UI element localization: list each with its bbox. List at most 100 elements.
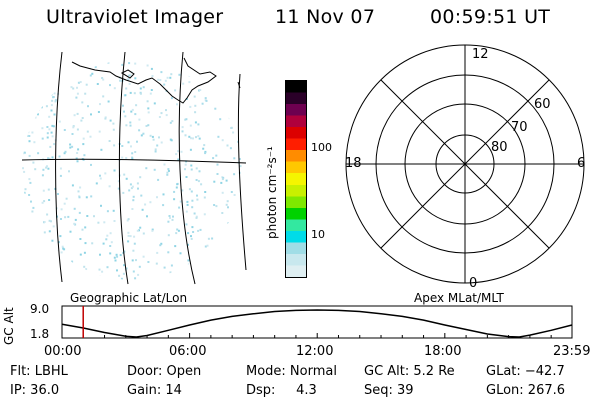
- emission-speckle: [57, 93, 60, 95]
- emission-speckle: [114, 259, 117, 262]
- emission-speckle: [116, 255, 119, 258]
- geographic-caption: Geographic Lat/Lon: [70, 291, 188, 305]
- emission-speckle: [176, 183, 179, 186]
- emission-speckle: [22, 167, 24, 170]
- emission-speckle: [170, 264, 173, 267]
- emission-speckle: [123, 110, 125, 113]
- emission-speckle: [139, 226, 142, 229]
- emission-speckle: [163, 266, 166, 269]
- emission-speckle: [237, 140, 240, 143]
- emission-speckle: [53, 113, 56, 116]
- emission-speckle: [27, 93, 30, 96]
- emission-speckle: [97, 221, 100, 224]
- emission-speckle: [227, 247, 230, 250]
- emission-speckle: [58, 120, 61, 123]
- emission-speckle: [63, 129, 66, 131]
- emission-speckle: [132, 199, 135, 202]
- emission-speckle: [26, 134, 29, 137]
- mlat-label-80: 80: [491, 140, 508, 155]
- emission-speckle: [51, 124, 54, 127]
- emission-speckle: [196, 198, 199, 201]
- emission-speckle: [123, 94, 126, 97]
- status-gc-alt: GC Alt: 5.2 Re: [364, 364, 455, 379]
- emission-speckle: [94, 66, 97, 69]
- emission-speckle: [184, 163, 187, 166]
- emission-speckle: [28, 178, 31, 181]
- emission-speckle: [154, 148, 157, 151]
- emission-speckle: [60, 251, 63, 254]
- emission-speckle: [22, 275, 25, 278]
- apex-caption: Apex MLat/MLT: [414, 291, 504, 305]
- emission-speckle: [142, 232, 145, 235]
- emission-speckle: [227, 222, 230, 224]
- emission-speckle: [198, 89, 200, 92]
- emission-speckle: [188, 81, 191, 84]
- emission-speckle: [40, 95, 43, 98]
- emission-speckle: [22, 152, 25, 155]
- emission-speckle: [130, 145, 132, 148]
- emission-speckle: [60, 208, 63, 211]
- emission-speckle: [185, 160, 188, 163]
- emission-speckle: [99, 103, 101, 106]
- emission-speckle: [241, 63, 242, 66]
- emission-speckle: [109, 252, 112, 255]
- emission-speckle: [223, 102, 226, 105]
- emission-speckle: [82, 158, 85, 161]
- emission-speckle: [34, 116, 37, 119]
- emission-speckle: [184, 168, 186, 171]
- emission-speckle: [32, 161, 35, 164]
- emission-speckle: [98, 275, 101, 277]
- emission-speckle: [23, 170, 26, 173]
- emission-speckle: [122, 272, 125, 275]
- emission-speckle: [221, 139, 224, 142]
- emission-speckle: [181, 126, 184, 129]
- emission-speckle: [54, 99, 57, 102]
- emission-speckle: [176, 103, 178, 106]
- emission-speckle: [52, 96, 55, 99]
- emission-speckle: [129, 124, 132, 127]
- emission-speckle: [23, 191, 26, 194]
- emission-speckle: [22, 196, 25, 199]
- emission-speckle: [222, 176, 225, 179]
- emission-speckle: [138, 229, 140, 232]
- emission-speckle: [144, 203, 147, 206]
- emission-speckle: [24, 188, 27, 191]
- emission-speckle: [240, 66, 242, 69]
- emission-speckle: [113, 256, 116, 259]
- emission-speckle: [164, 79, 167, 82]
- emission-speckle: [134, 113, 137, 116]
- emission-speckle: [58, 60, 61, 63]
- emission-speckle: [118, 158, 121, 161]
- emission-speckle: [142, 132, 145, 135]
- emission-speckle: [170, 139, 173, 142]
- emission-speckle: [204, 97, 207, 100]
- emission-speckle: [26, 100, 28, 103]
- emission-speckle: [156, 251, 159, 254]
- emission-speckle: [127, 240, 130, 243]
- emission-speckle: [72, 126, 75, 129]
- emission-speckle: [197, 135, 200, 138]
- emission-speckle: [173, 190, 176, 193]
- mlt-label-6: 6: [577, 156, 586, 171]
- emission-speckle: [233, 194, 236, 196]
- emission-speckle: [113, 169, 116, 172]
- emission-speckle: [53, 92, 56, 95]
- emission-speckle: [195, 136, 197, 139]
- emission-speckle: [51, 135, 54, 138]
- emission-speckle: [211, 237, 214, 240]
- emission-speckle: [46, 132, 49, 135]
- emission-speckle: [151, 75, 154, 77]
- emission-speckle: [112, 128, 115, 131]
- emission-speckle: [43, 221, 45, 224]
- emission-speckle: [134, 62, 137, 65]
- status-seq: Seq: 39: [364, 383, 414, 398]
- emission-speckle: [181, 130, 184, 133]
- emission-speckle: [90, 113, 92, 116]
- emission-speckle: [177, 275, 180, 278]
- emission-speckle: [113, 220, 116, 222]
- emission-speckle: [187, 259, 190, 262]
- emission-speckle: [225, 98, 228, 101]
- emission-speckle: [119, 79, 121, 82]
- emission-speckle: [151, 135, 154, 138]
- emission-speckle: [104, 116, 107, 119]
